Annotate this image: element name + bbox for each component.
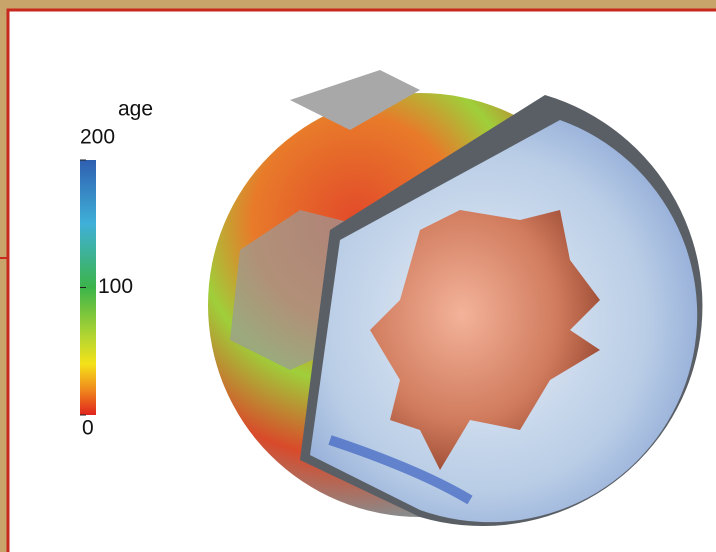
tick-label: 0	[82, 417, 94, 440]
sphere-render	[208, 70, 703, 527]
colorbar-title: age	[118, 98, 153, 121]
tick-label: 200	[80, 126, 115, 149]
colorbar	[80, 160, 96, 415]
colorbar-ticks: 200 100 0	[80, 126, 133, 440]
tick-label: 100	[98, 275, 133, 298]
